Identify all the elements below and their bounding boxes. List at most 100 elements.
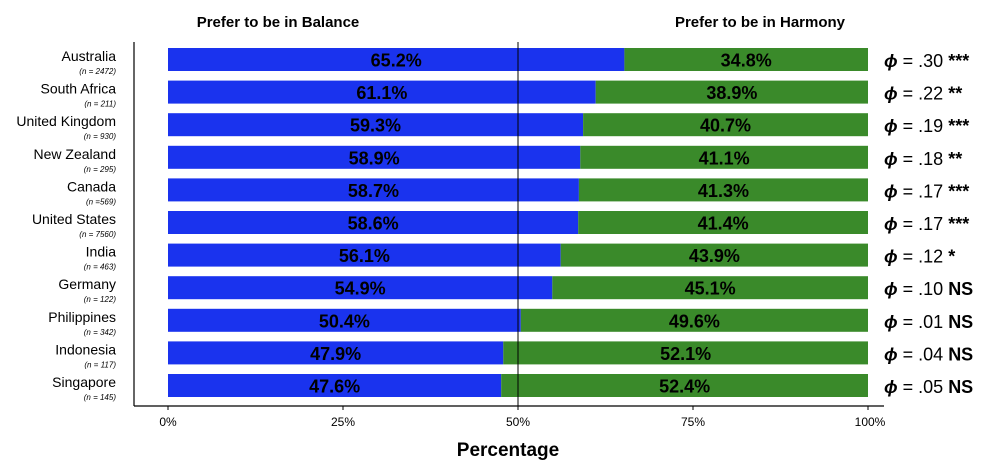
sample-size-label: (n = 295) [84,165,117,174]
country-label: South Africa [41,81,117,97]
phi-value: = .18 [898,149,949,169]
phi-label: ϕ = .10 NS [884,279,973,299]
phi-value: = .12 [898,247,949,267]
phi-symbol: ϕ [884,84,898,104]
bar-harmony [578,178,868,202]
phi-significance: ** [948,84,962,104]
bar-balance [168,145,581,169]
bar-harmony [578,211,868,234]
header-balance: Prefer to be in Balance [197,14,360,31]
bar-harmony [503,341,868,365]
sample-size-label: (n =569) [86,197,116,206]
data-label-balance: 47.6% [309,377,360,397]
sample-size-label: (n = 342) [84,328,117,337]
sample-size-label: (n = 122) [84,295,117,304]
phi-symbol: ϕ [884,344,898,364]
bar-harmony [560,243,868,267]
data-label-harmony: 41.1% [699,148,750,168]
bar-balance [168,48,625,71]
phi-label: ϕ = .05 NS [884,377,973,397]
phi-symbol: ϕ [884,247,898,267]
phi-significance: *** [948,181,969,201]
data-label-balance: 56.1% [339,246,390,266]
data-label-harmony: 38.9% [706,83,757,103]
data-label-balance: 50.4% [319,311,370,331]
data-label-harmony: 34.8% [721,51,772,71]
phi-value: = .01 [898,312,949,332]
phi-significance: *** [948,214,969,234]
x-axis-label: Percentage [457,440,559,461]
phi-value: = .05 [898,377,949,397]
x-tick-label: 50% [506,415,530,429]
phi-significance: ** [948,149,962,169]
x-tick-label: 75% [681,415,705,429]
header-harmony: Prefer to be in Harmony [675,14,846,31]
country-label: Australia [62,48,117,64]
phi-value: = .19 [898,116,949,136]
phi-significance: NS [948,279,973,299]
bar-balance [168,243,561,267]
phi-label: ϕ = .12 * [884,247,955,267]
data-label-harmony: 45.1% [685,279,736,299]
phi-significance: *** [948,51,969,71]
sample-size-label: (n = 117) [84,360,116,369]
phi-significance: NS [948,377,973,397]
phi-value: = .04 [898,344,949,364]
bars-group: 65.2% 34.8% 61.1% 38.9% 59.3% 40.7% 58.9% 41.1%… [168,48,868,397]
phi-significance: * [948,247,955,267]
country-label: Indonesia [55,341,116,357]
sample-size-label: (n = 2472) [79,67,116,76]
data-label-harmony: 40.7% [700,116,751,136]
phi-significance: NS [948,312,973,332]
phi-label: ϕ = .18 ** [884,149,962,169]
phi-label: ϕ = .17 *** [884,214,969,234]
phi-value: = .30 [898,51,949,71]
phi-symbol: ϕ [884,181,898,201]
country-label: Germany [58,276,116,292]
phi-label: ϕ = .01 NS [884,312,973,332]
phi-significance: NS [948,344,973,364]
bar-balance [168,113,584,137]
phi-label: ϕ = .04 NS [884,344,973,364]
phi-symbol: ϕ [884,214,898,234]
phi-label: ϕ = .17 *** [884,181,969,201]
data-label-balance: 58.7% [348,181,399,201]
bar-balance [168,211,579,234]
bar-balance [168,80,596,104]
phi-labels-group: ϕ = .30 ***ϕ = .22 **ϕ = .19 ***ϕ = .18 … [884,51,973,397]
country-label: Canada [67,178,116,194]
phi-significance: *** [948,116,969,136]
country-label: New Zealand [34,146,117,162]
data-label-balance: 61.1% [356,83,407,103]
data-label-harmony: 49.6% [669,311,720,331]
phi-value: = .17 [898,181,949,201]
phi-symbol: ϕ [884,149,898,169]
country-label: Philippines [48,309,116,325]
data-label-harmony: 52.4% [659,377,710,397]
bar-harmony [580,145,868,169]
data-label-harmony: 43.9% [689,246,740,266]
phi-symbol: ϕ [884,51,898,71]
data-label-harmony: 41.4% [698,214,749,234]
bar-harmony [624,48,868,71]
sample-size-label: (n = 211) [84,100,116,109]
data-label-balance: 54.9% [335,279,386,299]
phi-symbol: ϕ [884,377,898,397]
data-label-balance: 47.9% [310,344,361,364]
bar-balance [168,374,502,397]
bar-harmony [501,374,868,397]
bar-harmony [552,276,868,300]
phi-symbol: ϕ [884,312,898,332]
phi-label: ϕ = .19 *** [884,116,969,136]
sample-size-label: (n = 930) [84,132,117,141]
bar-harmony [583,113,868,137]
bar-balance [168,341,504,365]
data-label-balance: 58.6% [348,214,399,234]
bar-balance [168,178,579,202]
country-label: India [86,244,117,260]
phi-value: = .17 [898,214,949,234]
phi-value: = .22 [898,84,949,104]
phi-symbol: ϕ [884,279,898,299]
data-label-harmony: 52.1% [660,344,711,364]
